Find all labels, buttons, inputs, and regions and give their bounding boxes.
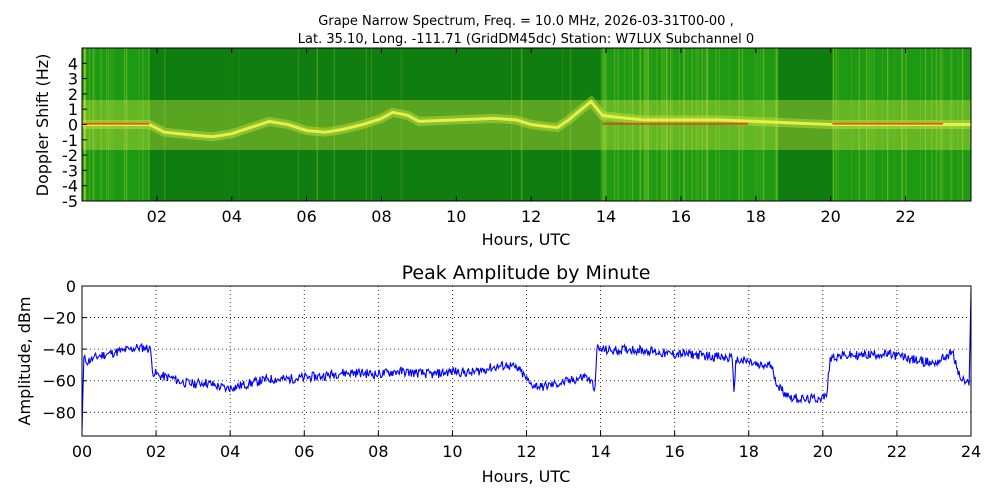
spectrogram-y-tick-label: 3: [68, 70, 78, 89]
spectrogram-x-tick-label: 02: [147, 207, 167, 226]
spectrogram-y-tick-label: -2: [62, 146, 78, 165]
spectrogram-x-tick-label: 22: [895, 207, 915, 226]
amplitude-x-tick-label: 14: [590, 442, 610, 461]
spectrogram-x-axis-label: Hours, UTC: [482, 230, 571, 249]
amplitude-x-tick-label: 12: [516, 442, 536, 461]
amplitude-y-axis-label: Amplitude, dBm: [15, 297, 34, 426]
amplitude-x-tick-label: 22: [887, 442, 907, 461]
spectrogram-y-tick-label: 4: [68, 54, 78, 73]
spectrogram-x-tick-label: 06: [296, 207, 316, 226]
spectrogram-x-tick-label: 12: [521, 207, 541, 226]
spectrogram-x-tick-label: 10: [446, 207, 466, 226]
spectrogram-dark-periods: [149, 48, 833, 201]
amplitude-x-tick-label: 00: [72, 442, 92, 461]
spectrogram-x-tick-label: 14: [596, 207, 616, 226]
dark-period-0: [149, 48, 601, 201]
amplitude-x-axis-label: Hours, UTC: [482, 467, 571, 486]
spectrogram-y-tick-label: -5: [62, 192, 78, 211]
amplitude-y-tick-label: −80: [42, 403, 76, 422]
spectrogram-plot: [82, 48, 971, 201]
amplitude-x-tick-label: 18: [739, 442, 759, 461]
amplitude-y-ticks: 0 −20 −40 −60 −80: [42, 277, 87, 422]
amplitude-x-tick-label: 10: [442, 442, 462, 461]
amplitude-y-tick-label: 0: [66, 277, 76, 296]
spectrum-title-line2: Lat. 35.10, Long. -111.71 (GridDM45dc) S…: [298, 32, 754, 47]
amplitude-y-tick-label: −40: [42, 340, 76, 359]
amplitude-x-ticks: 00 02 04 06 08 10 12 14 16 18 20 22 24: [72, 431, 981, 461]
spectrogram-x-tick-label: 20: [820, 207, 840, 226]
spectrogram-y-tick-label: 0: [68, 116, 78, 135]
amplitude-chart-title: Peak Amplitude by Minute: [402, 262, 651, 284]
amplitude-plot-background: [82, 286, 971, 436]
spectrogram-y-tick-label: 2: [68, 85, 78, 104]
amplitude-y-tick-label: −20: [42, 309, 76, 328]
amplitude-grid: [81, 285, 972, 436]
spectrum-title-line1: Grape Narrow Spectrum, Freq. = 10.0 MHz,…: [318, 14, 733, 29]
amplitude-x-tick-label: 24: [961, 442, 981, 461]
spectrogram-y-tick-label: 1: [68, 100, 78, 119]
spectrogram-y-axis-label: Doppler Shift (Hz): [33, 54, 52, 197]
amplitude-x-tick-label: 16: [664, 442, 684, 461]
spectrogram-y-tick-label: -3: [62, 161, 78, 180]
amplitude-series-line: [82, 290, 971, 432]
amplitude-x-tick-label: 04: [220, 442, 240, 461]
spectrogram-y-tick-label: -1: [62, 131, 78, 150]
amplitude-x-tick-label: 02: [146, 442, 166, 461]
spectrogram-x-ticks: 02 04 06 08 10 12 14 16 18 20 22: [147, 48, 916, 226]
spectrogram-y-tick-label: -4: [62, 177, 78, 196]
amplitude-x-tick-label: 06: [294, 442, 314, 461]
spectrogram-x-tick-label: 16: [671, 207, 691, 226]
amplitude-x-tick-label: 08: [368, 442, 388, 461]
amplitude-y-tick-label: −60: [42, 372, 76, 391]
doppler-trace: [82, 99, 971, 139]
amplitude-x-tick-label: 20: [813, 442, 833, 461]
spectrogram-x-tick-label: 18: [746, 207, 766, 226]
spectrogram-x-tick-label: 08: [371, 207, 391, 226]
spectrogram-x-tick-label: 04: [222, 207, 242, 226]
